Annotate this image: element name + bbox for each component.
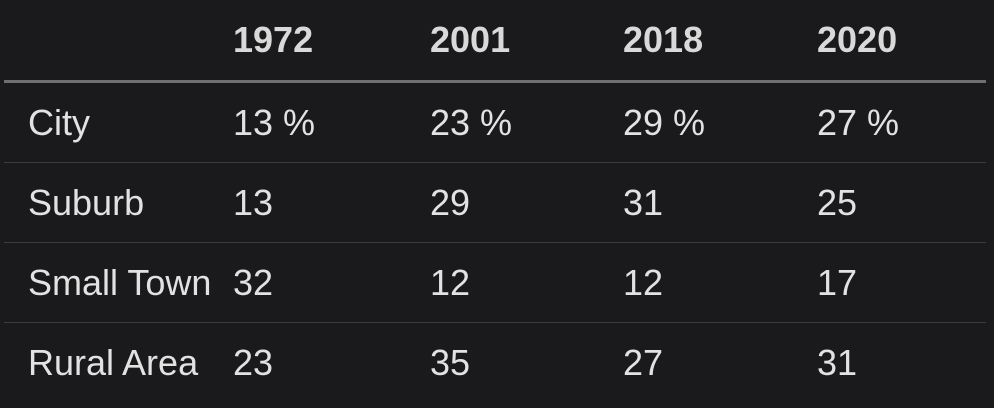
- cell-small-town-2020: 17: [817, 242, 986, 323]
- row-label-city: City: [4, 81, 233, 163]
- table-row: Rural Area 23 35 27 31: [4, 323, 986, 404]
- cell-rural-area-2018: 27: [623, 342, 664, 383]
- cell-suburb-2018: 31: [623, 162, 817, 243]
- column-header-1972: 1972: [233, 0, 430, 83]
- table-row: Small Town 32 12 12 17: [4, 242, 986, 323]
- cell-suburb-2020: 25: [817, 162, 986, 243]
- cell-suburb-2001: 29: [430, 162, 623, 243]
- residence-stats-table: 1972 2001 2018 2020 City 13 % 23 % 29 % …: [4, 0, 986, 403]
- row-label-suburb: Suburb: [4, 162, 233, 243]
- table-row: Suburb 13 29 31 25: [4, 162, 986, 243]
- column-header-2001: 2001: [430, 0, 623, 83]
- cell-rural-area-2001: 35: [430, 342, 471, 383]
- table-row: City 13 % 23 % 29 % 27 %: [4, 81, 986, 163]
- cell-small-town-2018: 12: [623, 242, 817, 323]
- cell-small-town-2001: 12: [430, 242, 623, 323]
- cell-city-2001: 23 %: [430, 81, 623, 163]
- cell-city-1972: 13 %: [233, 81, 430, 163]
- column-header-2018: 2018: [623, 0, 817, 83]
- row-label-rural-area: Rural Area: [28, 342, 199, 383]
- header-row: 1972 2001 2018 2020: [4, 0, 986, 83]
- cell-rural-area-2020: 31: [817, 342, 858, 383]
- row-label-small-town: Small Town: [4, 242, 233, 323]
- column-header-2020: 2020: [817, 0, 986, 83]
- cell-rural-area-1972: 23: [233, 342, 274, 383]
- column-header-blank: [4, 0, 233, 83]
- cell-suburb-1972: 13: [233, 162, 430, 243]
- cell-city-2018: 29 %: [623, 81, 817, 163]
- cell-city-2020: 27 %: [817, 81, 986, 163]
- cell-small-town-1972: 32: [233, 242, 430, 323]
